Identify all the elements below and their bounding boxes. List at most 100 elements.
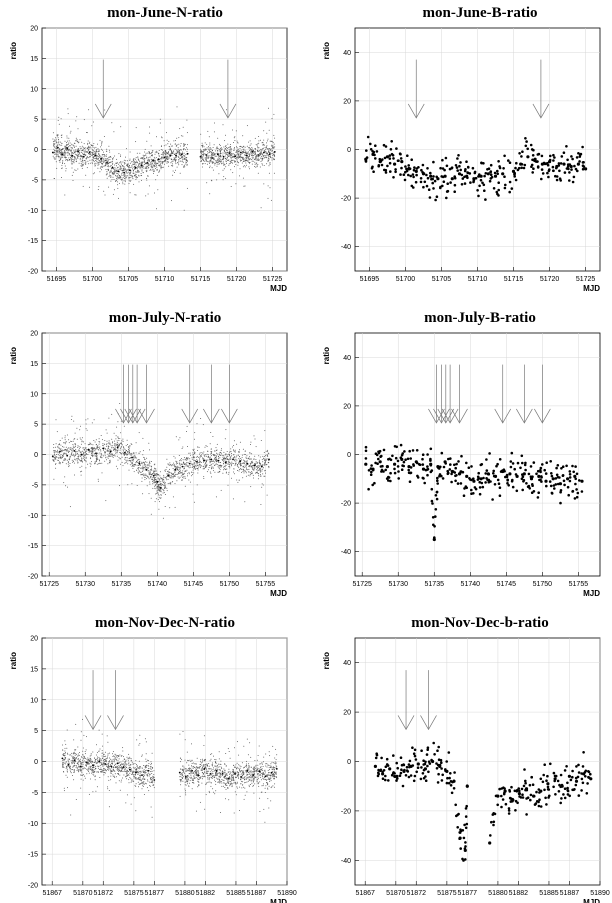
data-point: [235, 456, 237, 458]
data-point: [267, 138, 269, 140]
data-point: [240, 154, 242, 156]
data-point: [147, 464, 149, 466]
data-point: [75, 150, 77, 152]
data-point: [77, 155, 79, 156]
data-point: [261, 148, 263, 150]
data-point: [536, 496, 540, 499]
data-point: [143, 155, 145, 157]
data-point: [177, 469, 179, 471]
data-point: [157, 162, 159, 164]
data-point: [104, 109, 106, 111]
data-point: [461, 470, 465, 474]
data-point: [117, 184, 119, 186]
data-point: [164, 470, 166, 472]
data-point: [58, 144, 60, 145]
data-point: [238, 152, 240, 154]
data-point: [174, 172, 175, 173]
data-point: [257, 478, 259, 480]
data-point: [70, 147, 72, 149]
data-point: [240, 464, 242, 466]
data-point: [108, 450, 110, 452]
data-point: [200, 150, 202, 152]
data-point: [531, 484, 534, 488]
data-point: [88, 145, 90, 147]
data-point: [560, 467, 563, 470]
data-point: [114, 443, 116, 445]
data-point: [259, 465, 261, 467]
data-point: [504, 183, 507, 187]
data-point: [78, 456, 80, 458]
data-point: [243, 160, 245, 162]
data-point: [62, 461, 64, 463]
data-point: [100, 450, 102, 452]
data-point: [53, 447, 55, 449]
data-point: [220, 150, 222, 151]
data-point: [69, 159, 71, 160]
data-point: [172, 151, 174, 153]
data-point: [111, 122, 113, 124]
data-point: [86, 156, 88, 158]
data-point: [262, 154, 263, 155]
data-point: [162, 162, 164, 164]
data-point: [194, 468, 196, 470]
data-point: [99, 150, 101, 152]
data-point: [150, 161, 152, 163]
data-point: [143, 466, 145, 468]
data-point: [217, 453, 219, 455]
chart-title: mon-July-N-ratio: [109, 310, 222, 326]
data-point: [450, 480, 453, 484]
data-point: [71, 167, 73, 169]
data-point: [429, 174, 433, 178]
data-point: [233, 454, 235, 456]
data-point: [115, 449, 117, 451]
data-point: [183, 466, 185, 468]
data-point: [106, 148, 108, 150]
data-point: [99, 455, 101, 457]
data-point: [217, 464, 219, 466]
data-point: [171, 472, 172, 474]
data-point: [218, 456, 219, 458]
data-point: [222, 459, 224, 461]
data-point: [186, 164, 188, 166]
data-point: [220, 147, 222, 149]
data-point: [70, 447, 72, 449]
data-point: [216, 161, 218, 163]
data-point: [98, 163, 100, 165]
data-point: [251, 472, 253, 474]
data-point: [142, 158, 144, 160]
data-point: [142, 462, 144, 464]
data-point: [179, 437, 181, 439]
data-point: [83, 452, 85, 454]
data-point: [185, 477, 187, 479]
data-point: [144, 479, 146, 481]
data-point: [267, 197, 269, 199]
data-point: [249, 464, 251, 466]
data-point: [410, 158, 414, 161]
data-point: [219, 469, 221, 471]
data-point: [178, 161, 180, 163]
data-point: [65, 459, 67, 461]
data-point: [137, 471, 139, 473]
data-point: [232, 159, 234, 161]
y-tick-label: 0: [34, 452, 38, 459]
data-point: [104, 451, 105, 453]
data-point: [206, 182, 208, 184]
data-point: [58, 462, 60, 464]
data-point: [83, 119, 85, 121]
data-point: [270, 199, 272, 201]
data-point: [526, 485, 530, 489]
data-point: [213, 162, 215, 164]
data-point: [203, 146, 205, 148]
data-point: [142, 167, 144, 169]
data-point: [98, 186, 100, 188]
data-point: [119, 443, 121, 445]
data-point: [202, 466, 204, 467]
data-point: [126, 450, 127, 452]
data-point: [570, 168, 573, 171]
data-point: [515, 161, 518, 165]
data-point: [260, 157, 262, 159]
data-point: [187, 148, 188, 150]
data-point: [232, 155, 234, 157]
data-point: [147, 467, 149, 469]
data-point: [169, 147, 171, 149]
